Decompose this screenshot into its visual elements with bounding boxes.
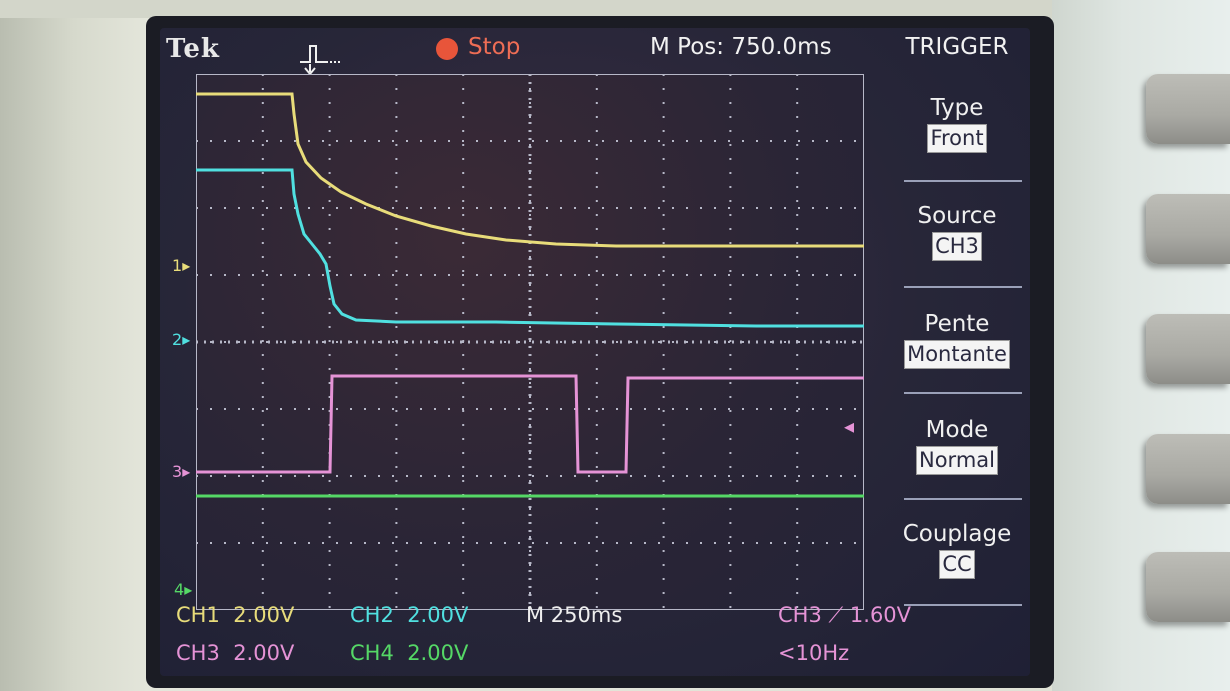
menu-item-mode[interactable]: Mode Normal	[884, 416, 1030, 475]
trigger-frequency-readout: <10Hz	[778, 641, 850, 665]
menu-item-coupling[interactable]: Couplage CC	[884, 520, 1030, 579]
trigger-position-icon	[300, 45, 340, 76]
trigger-level-icon: ◂	[844, 414, 855, 438]
scope-bezel-top	[0, 0, 1230, 18]
brand-logo: Tek	[166, 34, 220, 64]
menu-divider	[904, 498, 1022, 500]
waveform-traces	[196, 92, 864, 498]
menu-divider	[904, 180, 1022, 182]
run-state: Stop	[468, 34, 521, 60]
menu-button-2[interactable]	[1146, 194, 1230, 264]
ch4-readout: CH4 2.00V	[350, 641, 469, 665]
main-position-readout: M Pos: 750.0ms	[650, 34, 832, 60]
ch4-ground-marker: 4▸	[174, 580, 193, 599]
ch3-readout: CH3 2.00V	[176, 641, 295, 665]
ch1-readout: CH1 2.00V	[176, 603, 295, 627]
menu-item-slope[interactable]: Pente Montante	[884, 310, 1030, 369]
stop-icon	[436, 38, 458, 60]
menu-item-value: Front	[927, 124, 987, 153]
menu-divider	[904, 392, 1022, 394]
ch2-trace	[196, 168, 864, 328]
rising-edge-icon: ⟋	[828, 603, 844, 627]
trigger-menu: TRIGGER Type Front Source CH3 Pente Mont…	[884, 28, 1030, 620]
ch1-trace	[196, 92, 864, 248]
trigger-readout: CH3 ⟋ 1.60V	[778, 603, 912, 627]
menu-item-type[interactable]: Type Front	[884, 94, 1030, 153]
ch1-ground-marker: 1▸	[172, 256, 191, 275]
menu-item-label: Source	[917, 203, 997, 229]
ch2-ground-marker: 2▸	[172, 330, 191, 349]
menu-item-label: Type	[930, 95, 984, 121]
menu-divider	[904, 286, 1022, 288]
menu-button-1[interactable]	[1146, 74, 1230, 144]
menu-title: TRIGGER	[905, 34, 1009, 60]
menu-item-value: CC	[939, 550, 975, 579]
menu-divider	[904, 604, 1022, 606]
menu-button-4[interactable]	[1146, 434, 1230, 504]
ch3-ground-marker: 3▸	[172, 462, 191, 481]
menu-item-value: Normal	[916, 446, 998, 475]
menu-item-label: Pente	[924, 311, 990, 337]
waveform-display	[196, 74, 864, 610]
menu-item-value: Montante	[904, 340, 1010, 369]
timebase-readout: M 250ms	[526, 603, 623, 627]
menu-button-3[interactable]	[1146, 314, 1230, 384]
oscilloscope-screen: Tek Stop M Pos: 750.0ms 1▸ 2▸ 3▸ 4▸ ◂ TR…	[160, 28, 1030, 676]
menu-item-value: CH3	[932, 232, 982, 261]
ch3-trace	[196, 374, 864, 474]
menu-item-source[interactable]: Source CH3	[884, 202, 1030, 261]
graticule	[196, 74, 864, 610]
menu-item-label: Mode	[925, 417, 989, 443]
menu-button-5[interactable]	[1146, 552, 1230, 622]
ch2-readout: CH2 2.00V	[350, 603, 469, 627]
menu-item-label: Couplage	[902, 521, 1012, 547]
